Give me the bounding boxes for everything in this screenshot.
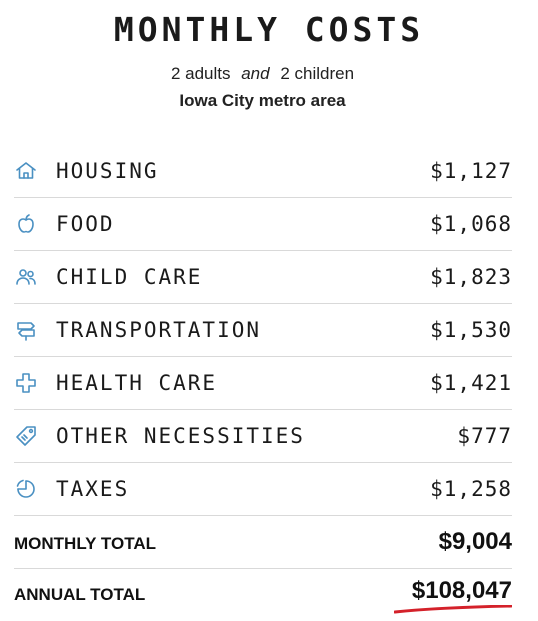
- cost-row-food: FOOD $1,068: [14, 198, 512, 251]
- cost-row-child-care: CHILD CARE $1,823: [14, 251, 512, 304]
- monthly-total-row: MONTHLY TOTAL $9,004: [14, 516, 512, 569]
- cost-row-housing: HOUSING $1,127: [14, 145, 512, 198]
- cost-amount: $1,530: [430, 318, 512, 342]
- adults-count: 2 adults: [170, 64, 231, 83]
- household-description: 2 adults and 2 children: [0, 64, 525, 84]
- cost-amount: $1,823: [430, 265, 512, 289]
- cost-label: OTHER NECESSITIES: [56, 424, 305, 448]
- cost-row-health-care: HEALTH CARE $1,421: [14, 357, 512, 410]
- children-count: 2 children: [280, 64, 355, 83]
- annual-total-row: ANNUAL TOTAL $108,047: [14, 569, 512, 621]
- cost-label: TRANSPORTATION: [56, 318, 262, 342]
- cost-label: FOOD: [56, 212, 115, 236]
- cost-row-transportation: TRANSPORTATION $1,530: [14, 304, 512, 357]
- cost-table: HOUSING $1,127 FOOD $1,068 CHILD CARE $1…: [14, 145, 512, 621]
- cost-label: HEALTH CARE: [56, 371, 218, 395]
- cost-amount: $1,421: [430, 371, 512, 395]
- connector-text: and: [241, 64, 270, 83]
- annual-total-label: ANNUAL TOTAL: [14, 585, 146, 604]
- tag-icon: [14, 424, 38, 448]
- medical-cross-icon: [14, 371, 38, 395]
- cost-label: CHILD CARE: [56, 265, 203, 289]
- pie-chart-icon: [14, 477, 38, 501]
- cost-amount: $1,258: [430, 477, 512, 501]
- location-label: Iowa City metro area: [179, 91, 346, 110]
- cost-amount: $1,127: [430, 159, 512, 183]
- apple-icon: [14, 212, 38, 236]
- cost-amount: $777: [457, 424, 512, 448]
- cost-amount: $1,068: [430, 212, 512, 236]
- monthly-total-label: MONTHLY TOTAL: [14, 534, 156, 553]
- house-icon: [14, 159, 38, 183]
- annual-total-value: $108,047: [411, 577, 512, 604]
- page-title: MONTHLY COSTS: [113, 10, 425, 49]
- cost-label: TAXES: [56, 477, 130, 501]
- people-icon: [14, 265, 38, 289]
- monthly-total-value: $9,004: [438, 528, 512, 555]
- cost-label: HOUSING: [56, 159, 159, 183]
- cost-row-taxes: TAXES $1,258: [14, 463, 512, 516]
- cost-row-other-necessities: OTHER NECESSITIES $777: [14, 410, 512, 463]
- annual-total-underline: [394, 605, 512, 614]
- signpost-icon: [14, 318, 38, 342]
